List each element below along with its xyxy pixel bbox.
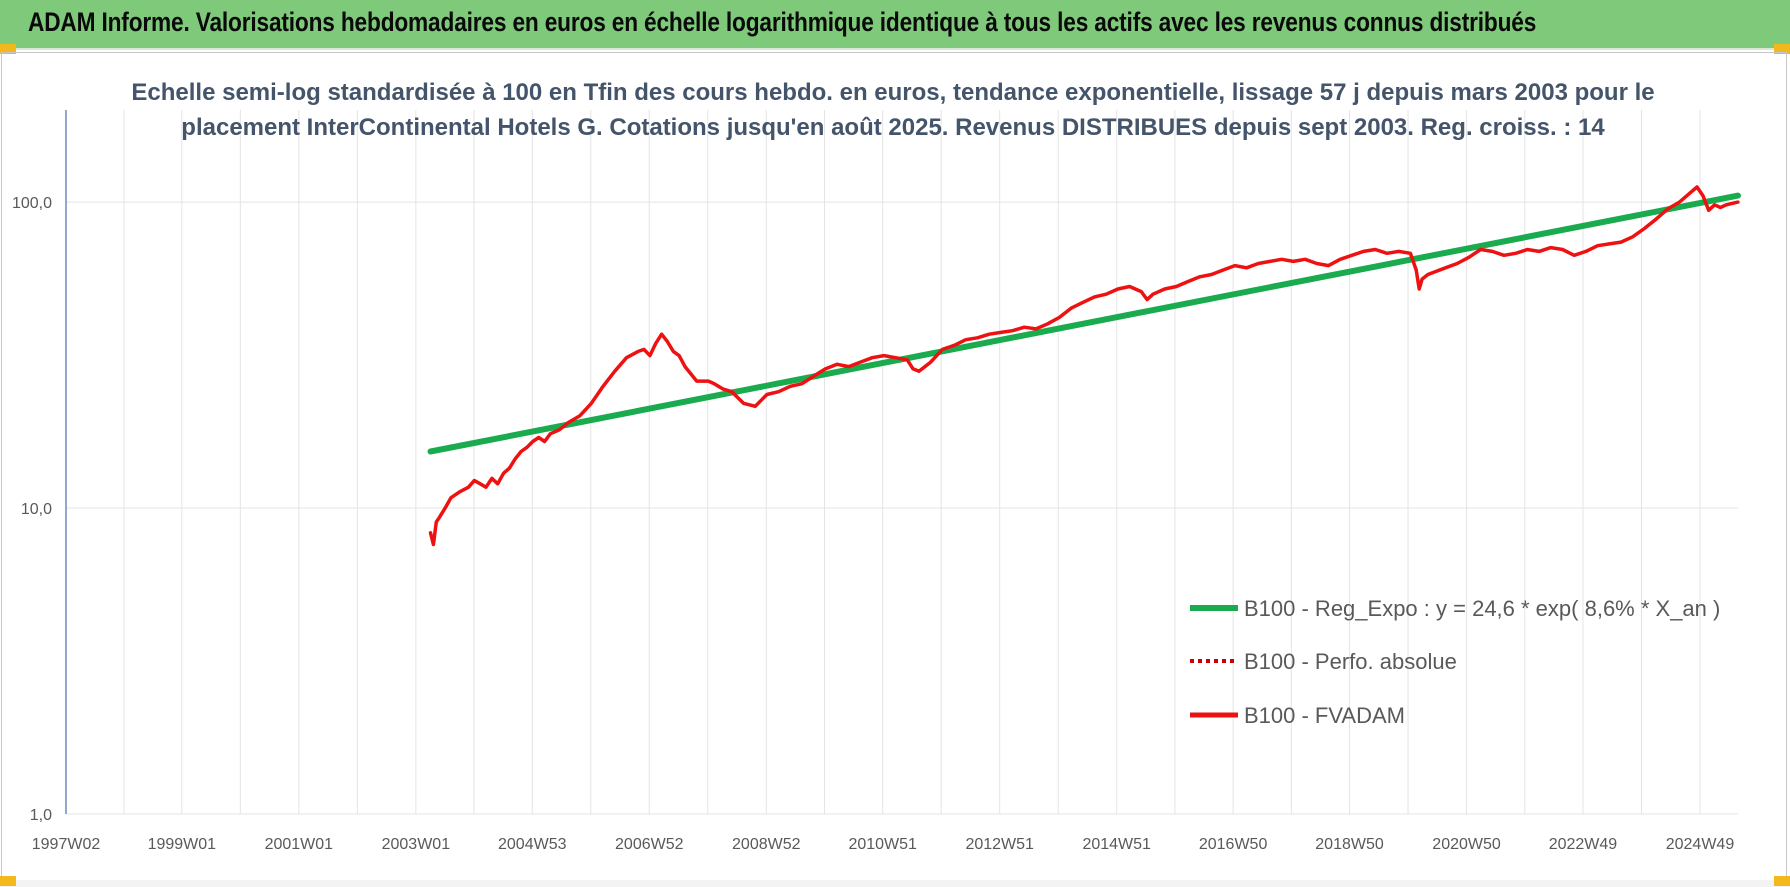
x-tick-label: 2020W50 (1432, 836, 1501, 853)
corner-marker-top-right (1774, 44, 1790, 54)
legend-label-fvadam: B100 - FVADAM (1244, 703, 1405, 728)
x-tick-label: 2014W51 (1082, 836, 1151, 853)
legend: B100 - Reg_Expo : y = 24,6 * exp( 8,6% *… (1190, 596, 1720, 728)
x-tick-label: 2010W51 (848, 836, 917, 853)
chart-subtitle-line-1: Echelle semi-log standardisée à 100 en T… (131, 79, 1654, 106)
chart-subtitle-line-2: placement InterContinental Hotels G. Cot… (181, 114, 1605, 141)
x-tick-label: 2003W01 (382, 836, 451, 853)
x-tick-label: 2006W52 (615, 836, 684, 853)
x-tick-label: 2016W50 (1199, 836, 1268, 853)
x-tick-label: 2008W52 (732, 836, 801, 853)
x-tick-labels: 1997W02 1999W01 2001W01 2003W01 2004W53 2006W… (32, 836, 1735, 853)
x-tick-label: 2022W49 (1549, 836, 1618, 853)
corner-marker-bottom-right (1774, 876, 1790, 886)
y-tick-label: 100,0 (12, 195, 52, 212)
corner-marker-bottom-left (0, 876, 16, 886)
x-tick-label: 2018W50 (1315, 836, 1384, 853)
x-tick-label: 1999W01 (148, 836, 217, 853)
y-tick-label: 1,0 (30, 807, 52, 824)
x-tick-label: 2012W51 (965, 836, 1034, 853)
page-title: ADAM Informe. Valorisations hebdomadaire… (28, 7, 1537, 37)
series-lines (427, 185, 1741, 547)
y-tick-label: 10,0 (21, 501, 52, 518)
legend-label-reg-expo: B100 - Reg_Expo : y = 24,6 * exp( 8,6% *… (1244, 596, 1720, 621)
header-bar: ADAM Informe. Valorisations hebdomadaire… (0, 0, 1790, 50)
x-tick-label: 2024W49 (1666, 836, 1735, 853)
legend-label-perfo-absolue: B100 - Perfo. absolue (1244, 649, 1457, 674)
bottom-strip (0, 880, 1790, 887)
grid-lines (65, 110, 1738, 815)
x-tick-label: 1997W02 (32, 836, 101, 853)
x-tick-label: 2001W01 (265, 836, 334, 853)
y-tick-labels: 1,0 10,0 100,0 (12, 195, 52, 824)
corner-marker-top-left (0, 44, 16, 54)
x-tick-label: 2004W53 (498, 836, 567, 853)
series-line-reg-expo (427, 192, 1741, 455)
series-line-fvadam (428, 185, 1740, 547)
